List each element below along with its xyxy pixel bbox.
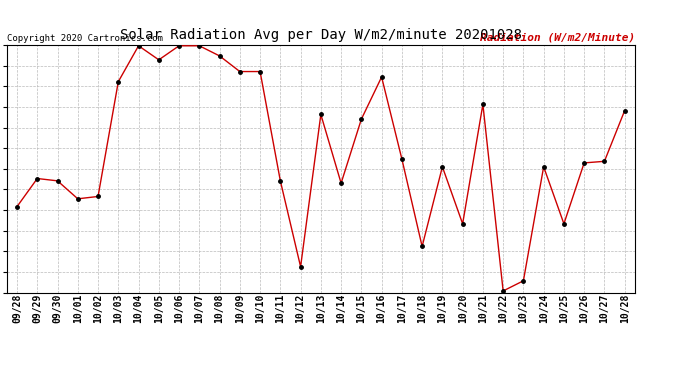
- Title: Solar Radiation Avg per Day W/m2/minute 20201028: Solar Radiation Avg per Day W/m2/minute …: [120, 28, 522, 42]
- Text: Copyright 2020 Cartronics.com: Copyright 2020 Cartronics.com: [7, 33, 163, 42]
- Text: Radiation (W/m2/Minute): Radiation (W/m2/Minute): [480, 33, 635, 42]
